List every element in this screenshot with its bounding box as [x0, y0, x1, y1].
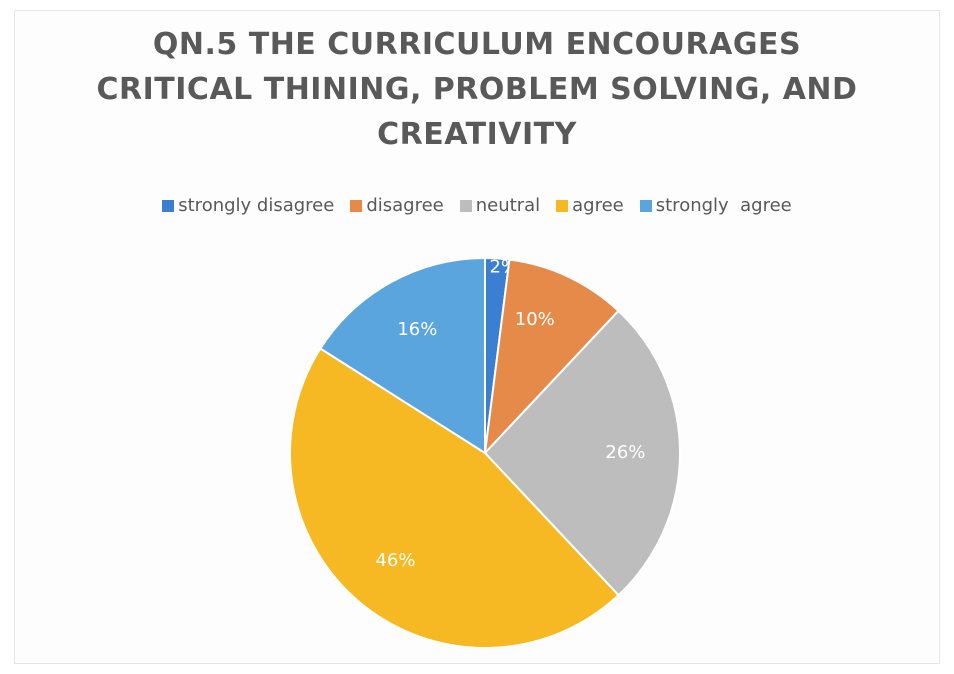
- legend-item-disagree: disagree: [350, 195, 444, 216]
- legend-swatch-agree: [556, 199, 569, 212]
- legend-swatch-disagree: [350, 199, 363, 212]
- data-label-strongly-agree: 16%: [397, 319, 437, 340]
- legend-swatch-strongly-disagree: [162, 199, 175, 212]
- chart-title-line-3: CREATIVITY: [377, 117, 577, 152]
- legend-item-strongly-disagree: strongly disagree: [162, 195, 334, 216]
- legend-label-disagree: disagree: [366, 195, 444, 216]
- chart-legend: strongly disagree disagree neutral agree…: [0, 195, 954, 216]
- pie-slice-disagree: [483, 258, 620, 456]
- legend-label-agree: agree: [572, 195, 624, 216]
- legend-label-strongly-disagree: strongly disagree: [178, 195, 335, 216]
- legend-swatch-neutral: [459, 199, 472, 212]
- data-label-disagree: 10%: [515, 309, 555, 330]
- data-label-neutral: 26%: [605, 442, 645, 463]
- pie-slice-neutral: [483, 309, 682, 597]
- chart-title: QN.5 THE CURRICULUM ENCOURAGES CRITICAL …: [0, 22, 954, 157]
- pie-slice-strongly-agree: [318, 256, 486, 455]
- chart-title-line-2: CRITICAL THINING, PROBLEM SOLVING, AND: [96, 72, 858, 107]
- legend-label-strongly-agree: strongly agree: [655, 195, 792, 216]
- chart-title-line-1: QN.5 THE CURRICULUM ENCOURAGES: [152, 27, 802, 62]
- data-label-agree: 46%: [375, 550, 415, 571]
- legend-label-neutral: neutral: [475, 195, 541, 216]
- pie-slice-agree: [289, 347, 620, 649]
- legend-item-neutral: neutral: [459, 195, 541, 216]
- legend-item-agree: agree: [556, 195, 624, 216]
- legend-item-strongly-agree: strongly agree: [639, 195, 792, 216]
- legend-swatch-strongly-agree: [639, 199, 652, 212]
